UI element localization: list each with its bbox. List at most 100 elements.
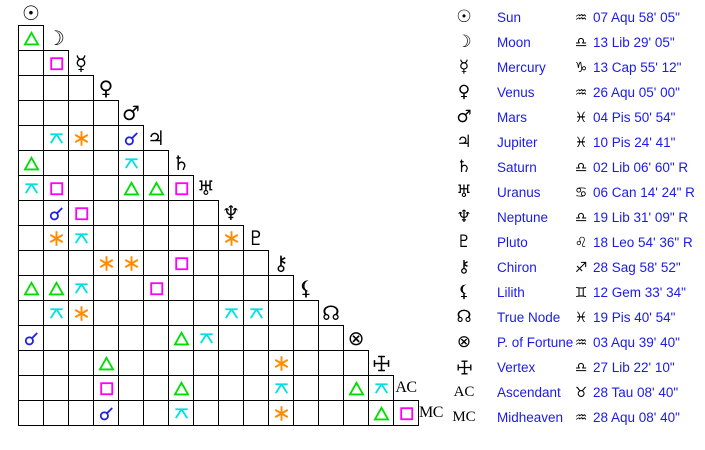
zodiac-sign-icon: ♌ <box>574 234 588 251</box>
aspect-cell-chiron-sun <box>18 250 44 276</box>
aspect-cell-uranus-mars[interactable] <box>118 175 144 201</box>
table-lilith-glyph: ⚸ <box>457 282 471 302</box>
trine-icon <box>22 280 40 295</box>
planet-position: 19 Pis 40' 54" <box>593 310 676 325</box>
position-row-moon: ☽ Moon ♎ 13 Lib 29' 05" <box>0 30 705 55</box>
square-icon <box>74 206 88 220</box>
aspect-cell-vertex-jupiter <box>143 350 169 376</box>
sextile-icon <box>224 230 238 246</box>
position-row-midheaven: MC Midheaven ♒ 28 Aqu 08' 40" <box>0 405 705 430</box>
table-ascendant-glyph: AC <box>453 384 475 400</box>
position-row-true-node: ☊ True Node ♓ 19 Pis 40' 54" <box>0 305 705 330</box>
aspect-cell-midheaven-saturn[interactable] <box>168 400 194 426</box>
grid-lilith-glyph: ⚸ <box>298 276 314 300</box>
table-sun-glyph: ☉ <box>456 7 472 27</box>
grid-jupiter-glyph: ♃ <box>147 126 165 150</box>
table-true-node-glyph: ☊ <box>456 307 472 327</box>
quincunx-icon <box>49 307 63 319</box>
planet-position: 04 Pis 50' 54" <box>593 110 676 125</box>
square-icon <box>149 281 163 295</box>
position-row-p-of-fortune: ⊗ P. of Fortune ♒ 03 Aqu 39' 40" <box>0 330 705 355</box>
grid-venus-glyph: ♀ <box>98 76 114 100</box>
planet-name: Ascendant <box>497 385 561 400</box>
aspect-cell-p-of-fortune-uranus[interactable] <box>193 325 219 351</box>
position-row-lilith: ⚸ Lilith ♊ 12 Gem 33' 34" <box>0 280 705 305</box>
aspect-cell-uranus-jupiter[interactable] <box>143 175 169 201</box>
planet-name: True Node <box>497 310 561 325</box>
zodiac-sign-icon: ♒ <box>574 409 588 426</box>
aspect-cell-ascendant-saturn[interactable] <box>168 375 194 401</box>
aspect-cell-neptune-uranus <box>193 200 219 226</box>
aspect-cell-midheaven-sun <box>18 400 44 426</box>
aspect-cell-uranus-moon[interactable] <box>43 175 69 201</box>
grid-uranus-glyph: ♅ <box>197 176 215 200</box>
planet-position: 10 Pis 24' 41" <box>593 135 676 150</box>
planet-position: 28 Sag 58' 52" <box>593 260 681 275</box>
aspect-cell-p-of-fortune-sun[interactable] <box>18 325 44 351</box>
aspect-cell-moon-sun[interactable] <box>18 25 44 51</box>
quincunx-icon <box>74 282 88 294</box>
square-icon <box>174 181 188 195</box>
zodiac-sign-icon: ♊ <box>574 284 588 301</box>
zodiac-sign-icon: ♎ <box>574 159 588 176</box>
aspect-cell-pluto-neptune[interactable] <box>218 225 244 251</box>
planet-position: 28 Tau 08' 40" <box>593 385 679 400</box>
table-chiron-glyph: ⚷ <box>457 257 471 277</box>
zodiac-sign-icon: ♓ <box>574 109 588 126</box>
aspect-grid: ☉ ☽ ☿ ♀ ♂ ♃ ♄ ♅ ♆ ♇ ⚷ ⚸ ☊ ⊗ AC MC <box>18 3 443 426</box>
planet-name: Venus <box>497 85 535 100</box>
quincunx-icon <box>49 132 63 144</box>
aspect-cell-p-of-fortune-lilith <box>293 325 319 351</box>
planet-position: 12 Gem 33' 34" <box>593 285 686 300</box>
trine-icon <box>147 180 165 195</box>
aspect-cell-saturn-moon <box>43 150 69 176</box>
quincunx-icon <box>374 382 388 394</box>
square-icon <box>49 56 63 70</box>
table-uranus-glyph: ♅ <box>456 182 472 202</box>
aspect-cell-lilith-jupiter[interactable] <box>143 275 169 301</box>
aspect-cell-midheaven-venus[interactable] <box>93 400 119 426</box>
quincunx-icon <box>199 332 213 344</box>
planet-name: Midheaven <box>497 410 564 425</box>
aspect-cell-chiron-uranus <box>193 250 219 276</box>
planet-name: Mercury <box>497 60 546 75</box>
aspect-cell-mars-sun <box>18 100 44 126</box>
grid-pluto-glyph: ♇ <box>247 226 265 250</box>
zodiac-sign-icon: ♓ <box>574 309 588 326</box>
position-row-vertex: Vertex ♎ 27 Lib 22' 10" <box>0 355 705 380</box>
grid-midheaven-glyph: MC <box>419 404 443 421</box>
zodiac-sign-icon: ♎ <box>574 359 588 376</box>
aspect-cell-jupiter-mars[interactable] <box>118 125 144 151</box>
aspect-cell-midheaven-neptune <box>218 400 244 426</box>
planet-position: 13 Lib 29' 05" <box>593 35 675 50</box>
aspect-cell-ascendant-neptune <box>218 375 244 401</box>
table-mercury-glyph: ☿ <box>458 57 470 77</box>
planet-name: Pluto <box>497 235 528 250</box>
aspect-cell-true-node-saturn <box>168 300 194 326</box>
vertex-icon <box>373 355 389 371</box>
table-mars-glyph: ♂ <box>456 107 472 127</box>
planet-position: 26 Aqu 05' 00" <box>593 85 680 100</box>
quincunx-icon <box>124 157 138 169</box>
sextile-icon <box>74 305 88 321</box>
aspect-cell-neptune-saturn <box>168 200 194 226</box>
position-row-uranus: ♅ Uranus ♋ 06 Can 14' 24" R <box>0 180 705 205</box>
sextile-icon <box>274 355 288 371</box>
zodiac-sign-icon: ♒ <box>574 84 588 101</box>
aspect-cell-vertex-moon <box>43 350 69 376</box>
aspect-cell-saturn-jupiter <box>143 150 169 176</box>
aspect-cell-midheaven-mercury <box>68 400 94 426</box>
aspect-cell-true-node-pluto[interactable] <box>243 300 269 326</box>
aspect-cell-lilith-uranus <box>193 275 219 301</box>
aspect-cell-lilith-mercury[interactable] <box>68 275 94 301</box>
trine-icon <box>22 155 40 170</box>
aspect-cell-ascendant-mercury <box>68 375 94 401</box>
zodiac-sign-icon: ♐ <box>574 259 588 276</box>
planet-name: Neptune <box>497 210 549 225</box>
trine-icon <box>172 380 190 395</box>
grid-moon-glyph: ☽ <box>47 26 65 50</box>
trine-icon <box>347 380 365 395</box>
aspect-cell-midheaven-ascendant[interactable] <box>393 400 419 426</box>
